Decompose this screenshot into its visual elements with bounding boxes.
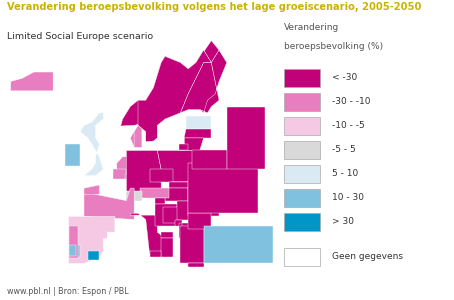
Polygon shape: [117, 157, 130, 169]
Text: > 30: > 30: [332, 218, 354, 226]
Polygon shape: [183, 223, 192, 232]
Text: beroepsbevolking (%): beroepsbevolking (%): [284, 42, 383, 51]
Polygon shape: [178, 223, 184, 238]
Polygon shape: [69, 226, 78, 258]
Bar: [284, 69, 320, 86]
Polygon shape: [64, 144, 80, 166]
Polygon shape: [125, 174, 128, 179]
Polygon shape: [188, 263, 204, 267]
Polygon shape: [200, 50, 227, 113]
Bar: [284, 213, 320, 231]
Text: < -30: < -30: [332, 73, 357, 82]
Polygon shape: [169, 182, 188, 188]
Polygon shape: [88, 251, 99, 260]
Polygon shape: [165, 188, 188, 201]
Polygon shape: [80, 113, 104, 176]
Polygon shape: [177, 201, 190, 220]
Bar: [284, 189, 320, 207]
Bar: [284, 165, 320, 183]
Polygon shape: [150, 169, 173, 182]
Polygon shape: [121, 40, 219, 126]
Polygon shape: [163, 207, 178, 223]
Polygon shape: [184, 138, 204, 151]
Polygon shape: [181, 63, 219, 113]
Text: -10 - -5: -10 - -5: [332, 121, 365, 130]
Polygon shape: [130, 132, 142, 147]
Polygon shape: [161, 232, 173, 238]
Polygon shape: [126, 151, 161, 191]
Polygon shape: [188, 188, 219, 216]
Bar: [284, 248, 320, 266]
Polygon shape: [158, 151, 196, 182]
Polygon shape: [69, 244, 76, 256]
Polygon shape: [11, 72, 53, 91]
Text: Geen gegevens: Geen gegevens: [332, 252, 403, 261]
Text: 10 - 30: 10 - 30: [332, 194, 364, 202]
Bar: [284, 117, 320, 135]
Polygon shape: [69, 244, 80, 257]
Polygon shape: [84, 185, 99, 194]
Polygon shape: [207, 188, 219, 204]
Polygon shape: [227, 106, 265, 169]
Polygon shape: [113, 169, 126, 179]
Polygon shape: [140, 188, 169, 197]
Polygon shape: [204, 226, 273, 263]
Polygon shape: [192, 151, 227, 169]
Bar: [284, 141, 320, 159]
Polygon shape: [181, 226, 204, 263]
Text: 5 - 10: 5 - 10: [332, 169, 358, 178]
Bar: [284, 93, 320, 111]
Text: www.pbl.nl | Bron: Espon / PBL: www.pbl.nl | Bron: Espon / PBL: [7, 287, 128, 296]
Text: -30 - -10: -30 - -10: [332, 97, 370, 106]
Polygon shape: [188, 163, 258, 213]
Polygon shape: [178, 144, 188, 151]
Polygon shape: [155, 204, 177, 226]
Polygon shape: [161, 238, 173, 257]
Polygon shape: [184, 128, 212, 138]
Text: Limited Social Europe scenario: Limited Social Europe scenario: [7, 32, 153, 41]
Polygon shape: [84, 188, 134, 220]
Polygon shape: [138, 50, 212, 142]
Polygon shape: [150, 251, 161, 257]
Polygon shape: [126, 191, 142, 201]
Text: Verandering: Verandering: [284, 23, 339, 32]
Polygon shape: [130, 213, 165, 257]
Polygon shape: [186, 116, 212, 128]
Polygon shape: [188, 213, 212, 229]
Text: -5 - 5: -5 - 5: [332, 146, 355, 154]
Polygon shape: [69, 216, 115, 263]
Polygon shape: [155, 197, 165, 204]
Text: Verandering beroepsbevolking volgens het lage groeiscenario, 2005-2050: Verandering beroepsbevolking volgens het…: [7, 2, 421, 11]
Polygon shape: [134, 125, 142, 147]
Polygon shape: [175, 220, 183, 226]
